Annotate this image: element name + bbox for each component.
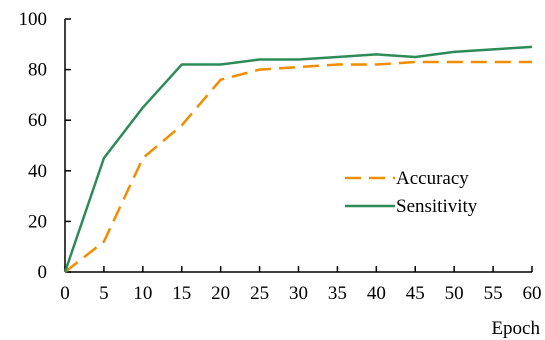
x-tick-label: 10 xyxy=(133,283,152,304)
x-tick-label: 55 xyxy=(484,283,503,304)
x-tick-label: 20 xyxy=(211,283,230,304)
x-axis: 0 5 10 15 20 25 30 35 40 45 50 55 60 xyxy=(60,266,542,304)
x-tick-label: 5 xyxy=(99,283,109,304)
x-tick-label: 15 xyxy=(172,283,191,304)
legend-label-sensitivity: Sensitivity xyxy=(396,196,478,217)
y-tick-label: 60 xyxy=(28,110,47,131)
series-line-sensitivity xyxy=(63,45,533,273)
y-tick-label: 40 xyxy=(28,161,47,182)
x-axis-title: Epoch xyxy=(491,318,540,339)
y-tick-label: 20 xyxy=(28,211,47,232)
x-tick-label: 25 xyxy=(250,283,269,304)
x-tick-label: 60 xyxy=(523,283,542,304)
y-axis: 0 20 40 60 80 100 xyxy=(19,9,71,283)
x-tick-label: 0 xyxy=(60,283,70,304)
x-tick-label: 35 xyxy=(328,283,347,304)
x-tick-label: 40 xyxy=(367,283,386,304)
legend-label-accuracy: Accuracy xyxy=(396,168,469,189)
series-line-accuracy xyxy=(64,60,532,273)
legend: Accuracy Sensitivity xyxy=(345,168,478,217)
series-layer xyxy=(63,45,533,273)
x-tick-label: 45 xyxy=(406,283,425,304)
x-tick-label: 50 xyxy=(445,283,464,304)
y-tick-label: 80 xyxy=(28,60,47,81)
x-tick-label: 30 xyxy=(289,283,308,304)
y-tick-label: 100 xyxy=(19,9,48,30)
y-tick-label: 0 xyxy=(38,262,48,283)
